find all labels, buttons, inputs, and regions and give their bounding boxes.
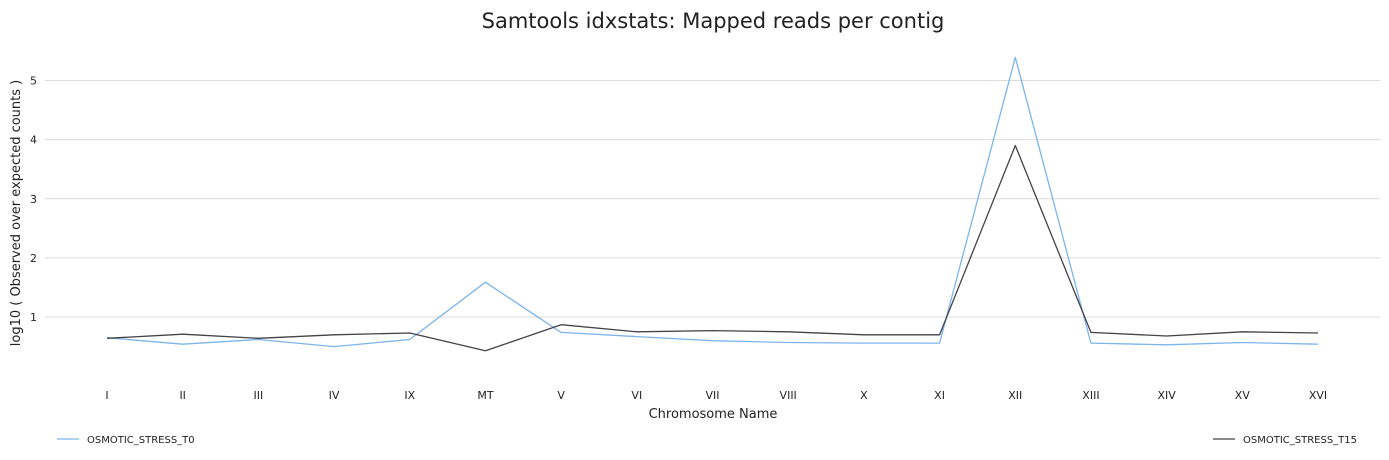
chart-title: Samtools idxstats: Mapped reads per cont… xyxy=(482,9,945,33)
x-tick-label: XI xyxy=(934,389,945,402)
y-tick-label: 4 xyxy=(30,134,37,147)
y-tick-label: 2 xyxy=(30,252,37,265)
legend-label: OSMOTIC_STRESS_T15 xyxy=(1243,435,1357,446)
x-tick-label: V xyxy=(557,389,565,402)
legend-item-osmotic-stress-t0[interactable]: OSMOTIC_STRESS_T0 xyxy=(57,435,195,446)
legend-item-osmotic-stress-t15[interactable]: OSMOTIC_STRESS_T15 xyxy=(1213,435,1357,446)
y-axis-ticks: 1 2 3 4 5 xyxy=(30,74,37,324)
x-tick-label: XV xyxy=(1235,389,1251,402)
x-axis-label: Chromosome Name xyxy=(649,407,778,422)
x-tick-label: MT xyxy=(477,389,493,402)
x-tick-label: XII xyxy=(1008,389,1022,402)
x-tick-label: XVI xyxy=(1309,389,1327,402)
x-tick-label: IV xyxy=(329,389,340,402)
x-tick-label: IX xyxy=(404,389,415,402)
x-tick-label: VI xyxy=(631,389,642,402)
x-axis-ticks: I II III IV IX MT V VI VII VIII X XI XII XIII XIV XV XVI xyxy=(105,389,1327,402)
y-tick-label: 1 xyxy=(30,311,37,324)
x-tick-label: XIII xyxy=(1082,389,1099,402)
x-tick-label: X xyxy=(860,389,868,402)
legend: OSMOTIC_STRESS_T0 OSMOTIC_STRESS_T15 xyxy=(57,435,1357,446)
x-tick-label: VII xyxy=(705,389,719,402)
gridlines xyxy=(45,79,1380,318)
x-tick-label: VIII xyxy=(780,389,797,402)
x-tick-label: I xyxy=(105,389,108,402)
y-tick-label: 3 xyxy=(30,193,37,206)
series-lines xyxy=(106,56,1319,352)
y-tick-label: 5 xyxy=(30,74,37,87)
series-line-osmotic-stress-t15[interactable] xyxy=(106,144,1319,352)
x-tick-label: XIV xyxy=(1157,389,1176,402)
y-axis-label: log10 ( Observed over expected counts ) xyxy=(9,80,24,347)
legend-label: OSMOTIC_STRESS_T0 xyxy=(87,435,195,446)
series-line-osmotic-stress-t0[interactable] xyxy=(106,56,1319,348)
x-tick-label: II xyxy=(179,389,186,402)
x-tick-label: III xyxy=(254,389,264,402)
